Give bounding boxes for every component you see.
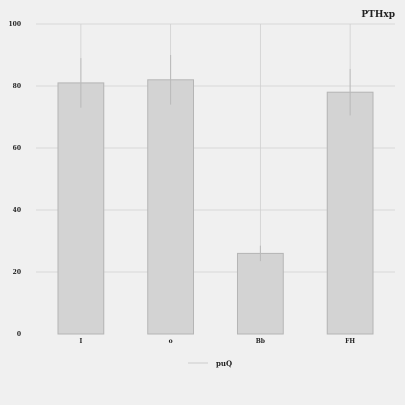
bars — [57, 79, 374, 335]
x-tick-label-0: I — [79, 338, 82, 345]
legend-label-puq: puQ — [216, 359, 232, 368]
y-tick-labels: 0 20 40 60 80 100 — [8, 21, 21, 338]
y-tick-label-40: 40 — [13, 207, 21, 214]
error-bars — [80, 55, 351, 262]
bar-0 — [57, 82, 105, 335]
y-tick-label-20: 20 — [13, 269, 21, 276]
x-tick-label-2: Bb — [256, 338, 265, 345]
y-tick-label-100: 100 — [8, 21, 21, 28]
bar-3 — [326, 91, 374, 335]
legend: puQ — [188, 359, 232, 368]
y-tick-label-80: 80 — [13, 83, 21, 90]
bar-1 — [147, 79, 195, 335]
y-tick-label-60: 60 — [13, 145, 21, 152]
chart-title: PTHxp — [361, 10, 395, 20]
x-tick-label-3: FH — [345, 338, 355, 345]
bar-2 — [236, 252, 284, 335]
x-tick-label-1: o — [169, 338, 173, 345]
y-tick-label-0: 0 — [17, 331, 21, 338]
